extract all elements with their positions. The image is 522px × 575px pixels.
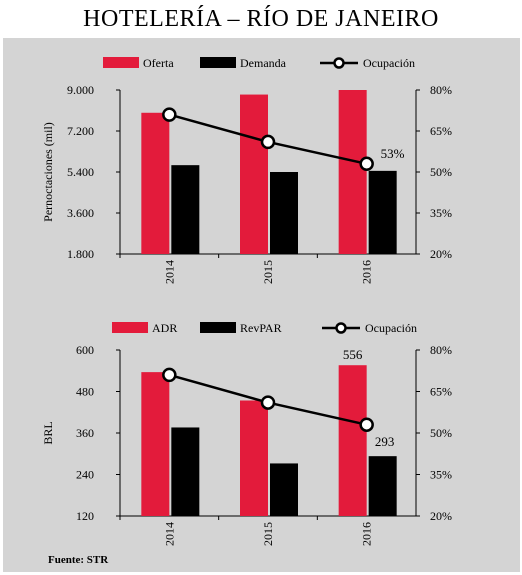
chart1-legend-label-0: Oferta (143, 56, 174, 70)
chart1-legend-marker (333, 57, 345, 69)
chart2-ytick-label: 240 (76, 468, 94, 482)
chart2-xtick-label: 2014 (162, 522, 176, 546)
chart2-ytick-label: 360 (76, 426, 94, 440)
chart1-bar-oferta-2014 (141, 112, 170, 255)
chart1-y2tick-label: 65% (430, 124, 452, 138)
chart1-bar-demanda-2014 (171, 165, 200, 254)
chart2-bar-adr-2016 (338, 365, 367, 516)
chart1-ytick-label: 9.000 (67, 83, 94, 97)
chart1-ytick-label: 3.600 (67, 206, 94, 220)
chart1-data-label-1: 53% (381, 146, 405, 161)
chart2-legend-swatch-1 (200, 322, 236, 333)
chart2-point-ocupacion-2015 (260, 395, 276, 410)
chart2-bar-adr-2015 (240, 400, 268, 516)
chart1-legend-label-1: Demanda (240, 56, 287, 70)
chart1-ytick-label: 5.400 (67, 165, 94, 179)
chart2-bar-revpar-2014 (171, 427, 200, 516)
chart1-legend-swatch-0 (103, 57, 139, 68)
chart2-y2tick-label: 20% (430, 509, 452, 523)
chart1-legend-swatch-1 (200, 57, 236, 68)
chart2-xtick-label: 2016 (360, 522, 374, 546)
chart1-bar-demanda-2015 (270, 172, 298, 254)
chart2-y2tick-label: 50% (430, 426, 452, 440)
chart1-y2tick-label: 35% (430, 206, 452, 220)
chart1-bar-oferta-2016 (338, 90, 367, 254)
chart2-data-label-1: 556 (343, 347, 363, 362)
chart1-y2tick-label: 80% (430, 83, 452, 97)
chart2-xtick-label: 2015 (261, 522, 275, 546)
chart2-data-label-2: 293 (375, 434, 395, 449)
chart1-point-ocupacion-2014 (162, 107, 177, 122)
source-note: Fuente: STR (48, 554, 109, 566)
chart2-point-ocupacion-2016 (359, 417, 374, 432)
chart2-bar-adr-2014 (141, 372, 170, 516)
chart2-legend-label-0: ADR (152, 321, 177, 335)
chart2-ytick-label: 120 (76, 509, 94, 523)
chart1-point-ocupacion-2015 (260, 134, 276, 150)
chart1-y2tick-label: 20% (430, 247, 452, 261)
chart2-y2tick-label: 80% (430, 343, 452, 357)
chart2-ytick-label: 480 (76, 385, 94, 399)
chart2-legend-swatch-0 (112, 322, 148, 333)
chart1-xtick-label: 2014 (162, 260, 176, 284)
chart2-legend-label-2: Ocupación (365, 321, 417, 335)
chart1-y2tick-label: 50% (430, 165, 452, 179)
chart1-bar-oferta-2015 (240, 94, 268, 254)
chart2-ytick-label: 600 (76, 343, 94, 357)
chart1-bar-demanda-2016 (368, 170, 397, 254)
chart1-ytick-label: 1.800 (67, 247, 94, 261)
chart2-y2tick-label: 35% (430, 468, 452, 482)
chart1-xtick-label: 2015 (261, 260, 275, 284)
chart2-legend-marker (335, 322, 347, 334)
chart2-legend-label-1: RevPAR (240, 321, 282, 335)
chart1-ylabel: Pernoctaciones (mil) (41, 122, 55, 222)
chart1-xtick-label: 2016 (360, 260, 374, 284)
page-title: HOTELERÍA – RÍO DE JANEIRO (83, 6, 439, 32)
chart2-bar-revpar-2015 (270, 463, 298, 516)
chart2-y2tick-label: 65% (430, 385, 452, 399)
chart1-legend-label-2: Ocupación (363, 56, 415, 70)
chart1-ytick-label: 7.200 (67, 124, 94, 138)
chart2-bar-revpar-2016 (368, 456, 397, 516)
chart2-point-ocupacion-2014 (162, 367, 177, 383)
chart1-point-ocupacion-2016 (359, 156, 374, 172)
chart2-ylabel: BRL (41, 421, 55, 444)
